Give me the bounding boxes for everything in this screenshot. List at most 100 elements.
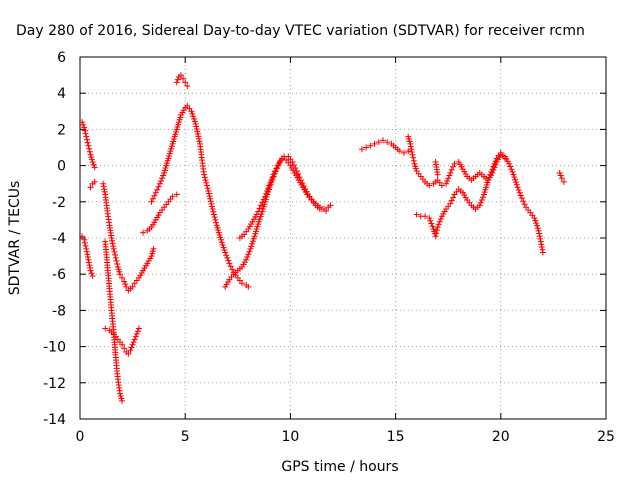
data-point — [290, 161, 297, 168]
data-point — [384, 139, 391, 146]
data-point — [121, 345, 128, 352]
data-point — [250, 235, 257, 242]
data-point — [518, 195, 525, 202]
data-point — [180, 75, 187, 82]
data-point — [84, 254, 91, 261]
data-point — [191, 115, 198, 122]
data-point — [220, 244, 227, 251]
data-point — [156, 180, 163, 187]
data-point — [125, 350, 132, 357]
data-point — [134, 328, 141, 335]
data-point — [87, 184, 94, 191]
data-point — [203, 179, 210, 186]
data-point — [448, 197, 455, 204]
y-tick-label: -14 — [43, 412, 66, 428]
data-point — [80, 121, 87, 128]
data-point — [189, 110, 196, 117]
data-point — [81, 127, 88, 134]
data-point — [327, 202, 334, 209]
data-point — [245, 283, 252, 290]
data-point — [158, 177, 165, 184]
data-point — [511, 174, 518, 181]
data-point — [448, 166, 455, 173]
data-point — [515, 187, 522, 194]
data-point — [270, 171, 277, 178]
data-point — [100, 183, 107, 190]
data-point — [401, 149, 408, 156]
data-point — [264, 187, 271, 194]
data-point — [83, 245, 90, 252]
data-point — [249, 238, 256, 245]
data-point — [257, 213, 264, 220]
data-point — [101, 186, 108, 193]
data-point — [87, 267, 94, 274]
data-point — [379, 137, 386, 144]
data-point — [239, 280, 246, 287]
data-point — [427, 217, 434, 224]
data-point — [407, 143, 414, 150]
data-point — [113, 257, 120, 264]
data-point — [514, 184, 521, 191]
data-point — [174, 76, 181, 83]
y-tick-label: 6 — [57, 50, 66, 66]
data-points — [79, 72, 567, 404]
data-point — [432, 233, 439, 240]
data-point — [485, 177, 492, 184]
data-point — [444, 177, 451, 184]
data-point — [512, 176, 519, 183]
data-point — [130, 339, 137, 346]
data-point — [257, 202, 264, 209]
data-point — [265, 185, 272, 192]
data-point — [278, 155, 285, 162]
data-point — [108, 235, 115, 241]
data-point — [535, 227, 542, 234]
data-point — [506, 160, 513, 167]
data-point — [110, 245, 117, 252]
data-point — [517, 192, 524, 199]
data-point — [227, 263, 234, 270]
data-point — [429, 223, 436, 230]
series-seg-p — [556, 169, 567, 185]
data-point — [249, 240, 256, 247]
data-point — [516, 189, 523, 196]
y-tick-label: -2 — [52, 195, 66, 211]
x-tick-label: 5 — [181, 429, 190, 445]
data-point — [182, 79, 189, 86]
data-point — [558, 175, 565, 182]
series-seg-e — [102, 238, 126, 404]
data-point — [513, 181, 520, 188]
y-tick-label: -4 — [52, 231, 66, 247]
data-point — [268, 177, 275, 184]
data-point — [433, 227, 440, 234]
data-point — [534, 225, 541, 232]
data-point — [538, 241, 545, 248]
data-point — [84, 136, 91, 143]
data-point — [221, 246, 228, 253]
data-point — [375, 139, 382, 146]
series-seg-l — [358, 137, 412, 156]
data-point — [114, 260, 121, 267]
data-point — [436, 218, 443, 225]
data-point — [508, 166, 515, 173]
data-point — [479, 194, 486, 201]
data-point — [434, 171, 441, 178]
y-tick-label: 2 — [57, 122, 66, 138]
data-point — [89, 273, 96, 280]
y-axis-label: SDTVAR / TECUs — [7, 181, 23, 296]
data-point — [204, 185, 211, 192]
data-point — [531, 215, 538, 222]
data-point — [135, 325, 142, 332]
data-point — [445, 175, 452, 182]
series-seg-n — [413, 149, 509, 240]
data-point — [109, 240, 116, 247]
data-point — [259, 199, 266, 206]
data-point — [109, 237, 116, 244]
data-point — [127, 347, 134, 354]
data-point — [405, 148, 412, 155]
data-point — [255, 218, 262, 225]
plot-frame — [79, 56, 607, 420]
data-point — [226, 260, 233, 267]
data-point — [560, 178, 567, 185]
x-axis-ticks: 0 5 10 15 20 25 — [76, 57, 615, 445]
data-point — [371, 140, 378, 147]
